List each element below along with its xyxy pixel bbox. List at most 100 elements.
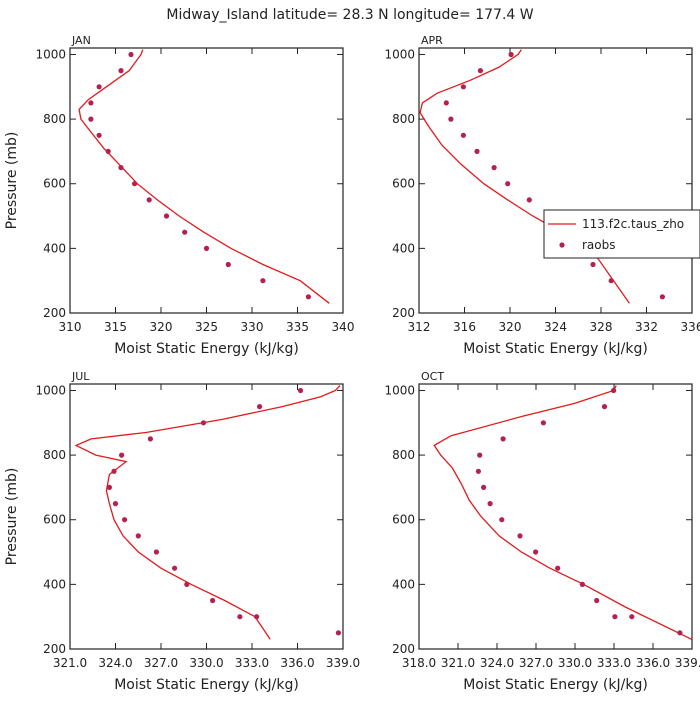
obs-point [119,452,125,458]
x-tick-label: 320 [150,320,173,334]
figure-title: Midway_Island latitude= 28.3 N longitude… [166,7,533,23]
panel-oct: OCT 318.0 321.0 324.0 327.0 330.0 333.0 336.0 33… [384,370,700,693]
obs-point [225,261,231,268]
x-tick-label: 315 [104,320,127,334]
panel-jul: JUL 321.0 324.0 327.0 330.0 333.0 336.0 339.0 20… [4,370,360,693]
x-tick-label: 324.0 [480,656,514,670]
obs-point [182,229,188,235]
x-axis-label: Moist Static Energy (kJ/kg) [463,341,648,357]
x-tick-label: 339.0 [326,656,360,670]
y-tick-label: 1000 [384,383,415,397]
obs-point [629,614,635,620]
x-tick-label: 332 [635,320,658,334]
obs-point [533,549,539,555]
obs-point [200,420,207,426]
model-profile-line [433,385,692,640]
obs-point [460,84,466,90]
obs-point [481,484,487,490]
obs-point [88,100,94,106]
plot-area [433,385,692,640]
y-tick-label: 400 [43,577,66,591]
obs-point [677,630,683,636]
obs-point [254,614,260,620]
x-tick-label: 330.0 [558,656,592,670]
panel-jan: JAN 310 315 320 325 330 335 340 200 400 600 800 1000… [4,34,354,357]
y-tick-label: 200 [392,642,415,656]
obs-point [601,404,608,410]
obs-point [305,294,311,300]
y-tick-label: 800 [392,448,415,462]
obs-point [555,565,561,571]
y-tick-label: 400 [392,241,415,255]
y-tick-label: 200 [43,642,66,656]
y-tick-label: 800 [392,112,415,126]
obs-point [505,181,511,187]
obs-point [335,630,341,636]
x-tick-label: 325 [195,320,218,334]
y-tick-label: 1000 [35,383,66,397]
plot-area [74,385,341,640]
obs-point [608,278,614,284]
x-tick-label: 318.0 [402,656,436,670]
obs-point [499,517,505,523]
x-tick-label: 328 [590,320,613,334]
x-tick-label: 339.0 [675,656,700,670]
obs-point [475,468,481,474]
panel-label: OCT [421,370,444,383]
legend-model-label: 113.f2c.taus_zho [582,217,684,231]
legend-obs-label: raobs [582,238,616,252]
x-tick-label: 330.0 [189,656,223,670]
obs-point [96,84,102,90]
obs-point [132,181,138,187]
y-tick-label: 200 [392,306,415,320]
y-axis-label: Pressure (mb) [4,468,20,566]
obs-point [508,51,514,58]
x-tick-label: 321.0 [441,656,475,670]
plot-area [78,49,330,304]
x-tick-label: 316 [453,320,476,334]
obs-point [184,581,190,588]
x-tick-label: 336.0 [280,656,314,670]
y-tick-label: 400 [392,577,415,591]
x-tick-label: 320 [499,320,522,334]
obs-point [146,197,152,203]
obs-point [460,132,466,138]
legend-box [543,209,700,259]
obs-point [203,245,210,251]
x-tick-label: 333.0 [235,656,269,670]
obs-point [260,278,266,284]
panel-label: JAN [71,34,91,47]
x-tick-label: 327.0 [519,656,553,670]
obs-point [500,436,506,442]
y-tick-label: 600 [392,513,415,527]
obs-point [210,597,216,604]
y-tick-label: 1000 [35,47,66,61]
obs-point [448,116,454,122]
panel-label: APR [421,34,443,47]
x-tick-label: 340 [332,320,355,334]
obs-point [579,581,586,588]
obs-point [594,597,600,604]
y-axis-label: Pressure (mb) [4,132,20,230]
obs-point [118,165,124,171]
obs-point [611,387,617,394]
obs-point [297,387,304,394]
legend-marker-swatch [559,242,565,248]
obs-point [147,436,153,442]
y-tick-label: 800 [43,448,66,462]
x-tick-label: 330 [241,320,264,334]
obs-point [237,614,243,620]
x-axis-label: Moist Static Energy (kJ/kg) [114,341,299,357]
y-tick-label: 600 [43,177,66,191]
obs-point [118,68,124,74]
obs-point [526,197,532,203]
x-axis-label: Moist Static Energy (kJ/kg) [463,677,648,693]
obs-point [163,213,170,219]
obs-point [122,517,128,523]
obs-point [135,533,141,539]
obs-point [491,165,497,171]
obs-point [477,68,483,74]
obs-point [590,261,596,268]
obs-point [659,294,666,300]
